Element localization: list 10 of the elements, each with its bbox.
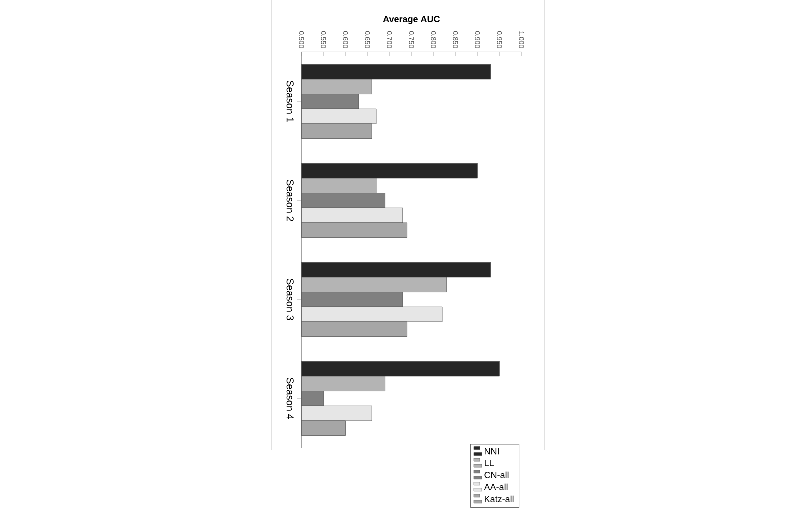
legend-label: NNI bbox=[485, 448, 499, 455]
x-axis-title: Average AUC bbox=[383, 16, 440, 24]
y-tick-label: Season 3 bbox=[286, 278, 294, 320]
y-tick-label: Season 1 bbox=[286, 80, 294, 122]
legend-label: CN-all bbox=[484, 472, 509, 478]
legend-label: Katz-all bbox=[485, 496, 514, 502]
y-tick-label: Season 2 bbox=[286, 180, 294, 222]
legend-label: LL bbox=[485, 460, 494, 466]
legend-label: AA-all bbox=[484, 484, 508, 490]
y-tick-label: Season 4 bbox=[286, 378, 294, 420]
